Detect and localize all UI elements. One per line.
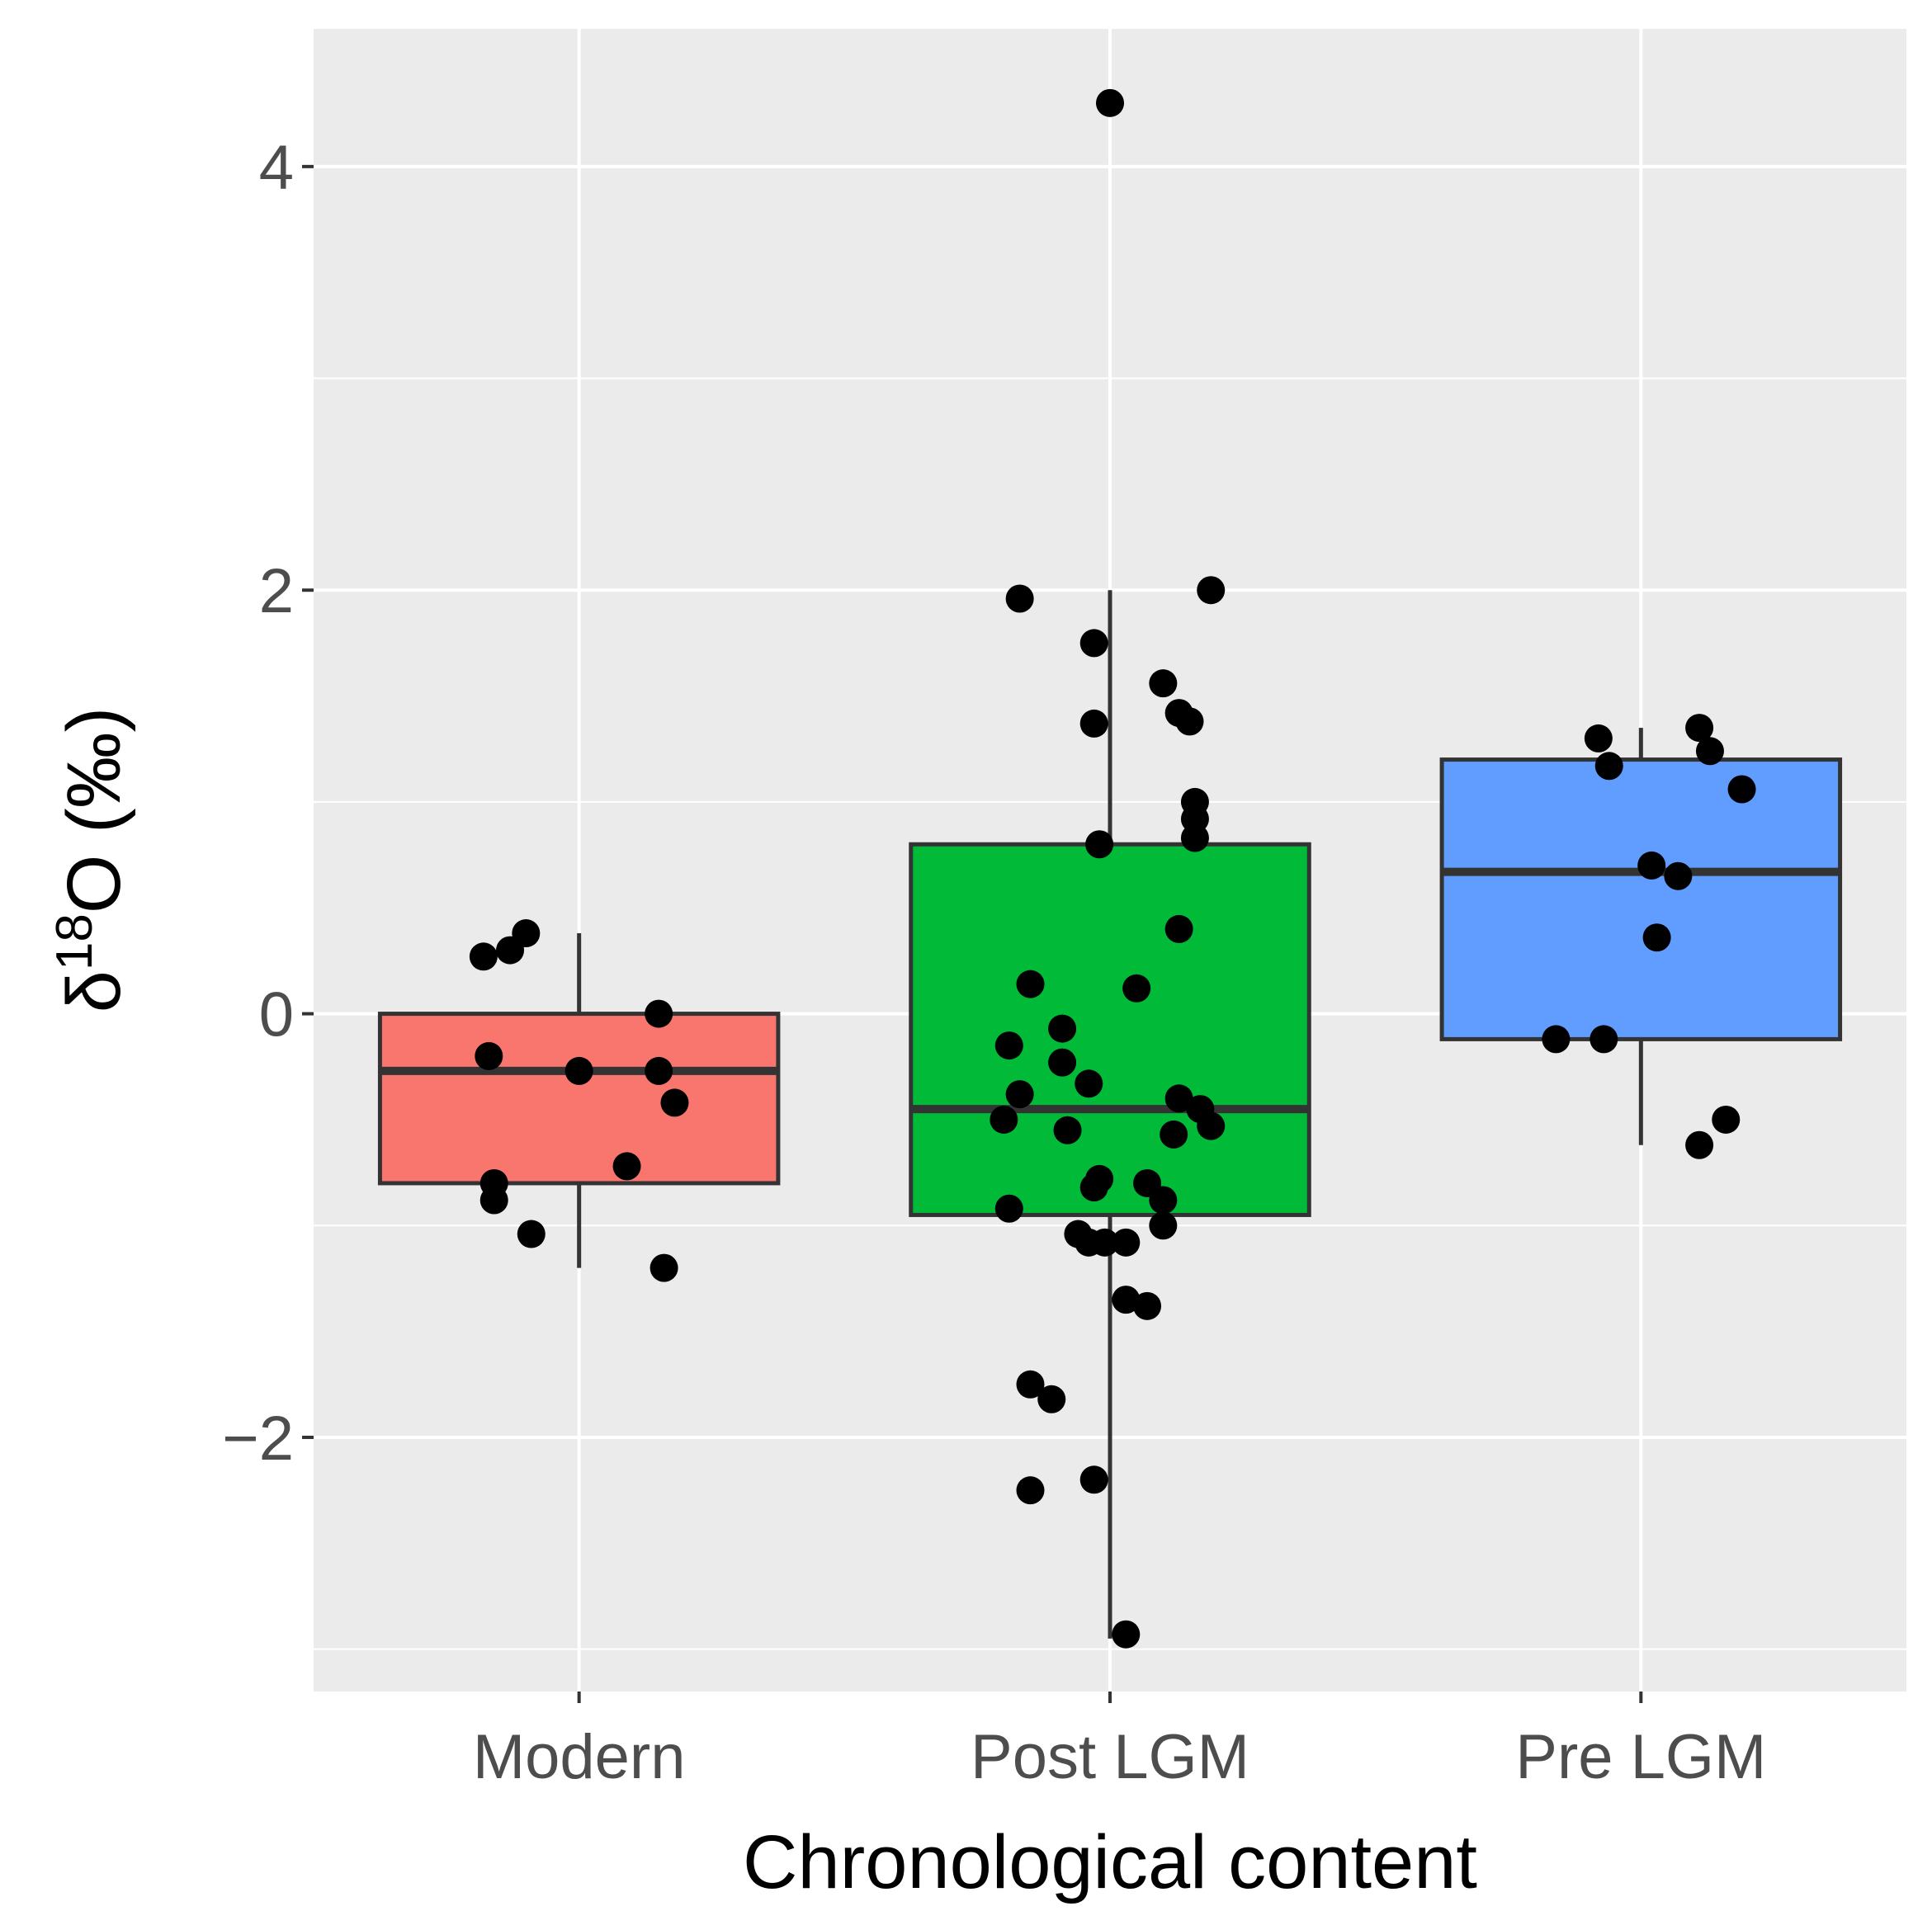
data-point — [994, 1194, 1023, 1223]
data-point — [645, 999, 673, 1028]
x-axis-title: Chronological content — [743, 1820, 1477, 1904]
x-tick-label: Pre LGM — [1515, 1722, 1766, 1792]
data-point — [1695, 737, 1724, 766]
data-point — [1149, 1186, 1178, 1215]
data-point — [660, 1088, 689, 1117]
data-point — [650, 1253, 678, 1282]
data-point — [1197, 576, 1226, 605]
data-point — [1016, 970, 1045, 998]
y-tick-label: 2 — [259, 556, 294, 626]
data-point — [517, 1220, 546, 1248]
y-axis-title-superscript: 18 — [46, 913, 103, 970]
y-tick-label: −2 — [222, 1404, 294, 1474]
data-point — [1016, 1476, 1045, 1505]
data-point — [1112, 1620, 1141, 1649]
data-point — [1685, 714, 1714, 743]
data-point — [612, 1152, 641, 1181]
data-point — [564, 1056, 593, 1085]
data-point — [1712, 1105, 1741, 1134]
y-tick-label: 4 — [259, 133, 294, 203]
data-point — [1664, 861, 1693, 890]
data-point — [1016, 1370, 1045, 1399]
data-point — [990, 1105, 1018, 1134]
x-tick-label: Post LGM — [971, 1722, 1249, 1792]
data-point — [1727, 775, 1756, 804]
data-point — [1122, 974, 1151, 1003]
data-point — [1149, 1211, 1178, 1240]
data-point — [1005, 584, 1034, 613]
data-point — [1637, 851, 1666, 880]
data-point — [1164, 914, 1193, 943]
data-point — [1079, 709, 1108, 738]
data-point — [1053, 1116, 1082, 1144]
data-point — [475, 1041, 503, 1070]
data-point — [1542, 1025, 1571, 1054]
data-point — [479, 1186, 508, 1215]
axes: −2 0 2 4 Modern Post LGM Pre LGM — [222, 133, 1766, 1792]
data-point — [1048, 1014, 1077, 1043]
data-point — [1180, 823, 1209, 852]
box — [377, 1012, 781, 1186]
box-series — [377, 590, 1843, 1639]
data-point — [1149, 669, 1178, 698]
data-point — [1133, 1291, 1162, 1320]
box — [909, 842, 1311, 1217]
x-tick-label: Modern — [473, 1722, 686, 1792]
data-point — [1175, 707, 1204, 736]
data-point — [645, 1056, 673, 1085]
data-point — [1164, 1084, 1193, 1113]
data-point — [1642, 923, 1671, 952]
data-point — [1160, 1120, 1188, 1149]
data-point — [1079, 1173, 1108, 1202]
data-point — [1079, 1465, 1108, 1494]
data-point — [1085, 830, 1114, 859]
y-axis-title-base: δ — [52, 970, 136, 1012]
data-point — [1005, 1080, 1034, 1109]
data-point — [469, 942, 498, 971]
data-point — [1037, 1385, 1066, 1413]
data-point — [1594, 752, 1623, 781]
box — [1439, 757, 1843, 1041]
data-point — [496, 936, 525, 965]
data-point — [1112, 1286, 1141, 1314]
jitter-points — [469, 88, 1756, 1649]
y-axis-title: δ18O (‰) — [46, 707, 136, 1013]
data-point — [1590, 1025, 1618, 1054]
y-tick-label: 0 — [259, 980, 294, 1050]
y-axis-title-rest: O (‰) — [52, 707, 136, 913]
data-point — [1112, 1228, 1141, 1257]
data-point — [1685, 1130, 1714, 1159]
data-point — [1079, 629, 1108, 658]
data-point — [1197, 1111, 1226, 1140]
data-point — [1096, 88, 1124, 117]
data-point — [1090, 1228, 1119, 1257]
data-point — [1584, 724, 1613, 753]
data-point — [994, 1031, 1023, 1060]
data-point — [1075, 1069, 1103, 1098]
data-point — [1048, 1048, 1077, 1077]
